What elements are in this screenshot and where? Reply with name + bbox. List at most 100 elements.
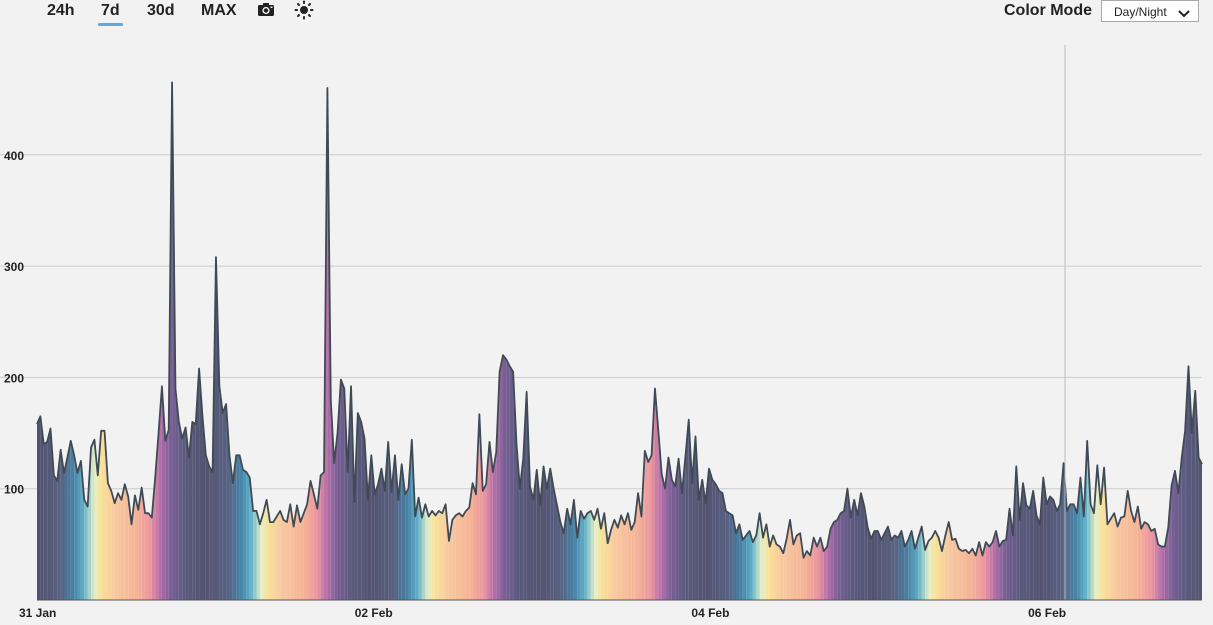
area-band — [178, 421, 183, 600]
area-band — [844, 488, 848, 600]
x-tick-label: 04 Feb — [691, 606, 729, 620]
area-band — [590, 510, 595, 600]
area-band — [654, 388, 659, 600]
area-band — [40, 416, 44, 600]
area-band — [334, 433, 338, 600]
area-band — [297, 505, 301, 600]
area-band — [604, 513, 608, 600]
area-band — [928, 537, 932, 600]
area-chart: 100 200 300 400 31 Jan 02 Feb 04 Feb 06 Feb — [0, 45, 1203, 620]
area-band — [550, 468, 554, 600]
area-band — [719, 490, 723, 600]
area-band — [627, 513, 632, 600]
area-band — [459, 513, 463, 600]
area-band — [337, 379, 341, 600]
area-band — [435, 510, 439, 600]
series-line — [36, 81, 1203, 559]
area-band — [749, 530, 753, 600]
chevron-down-icon — [1178, 6, 1190, 24]
area-band — [1093, 465, 1098, 600]
area-band — [1029, 490, 1034, 600]
camera-icon[interactable] — [256, 0, 278, 22]
active-range-indicator — [98, 23, 123, 26]
area-band — [273, 516, 277, 600]
area-band — [867, 527, 872, 600]
range-7d-button[interactable]: 7d — [98, 1, 123, 26]
area-band — [361, 421, 365, 600]
area-band — [219, 386, 223, 600]
area-band — [1107, 518, 1111, 600]
area-band — [918, 526, 922, 600]
area-band — [715, 484, 720, 600]
area-band — [813, 537, 818, 600]
area-band — [1161, 546, 1165, 600]
area-band — [671, 479, 676, 600]
area-band — [864, 506, 868, 600]
area-band — [503, 355, 507, 600]
area-band — [425, 504, 429, 600]
area-band — [546, 468, 551, 600]
area-band — [57, 449, 61, 600]
area-band — [222, 404, 227, 600]
area-band — [472, 483, 476, 600]
area-band — [823, 546, 828, 600]
area-band — [1174, 470, 1179, 600]
area-band — [340, 379, 345, 600]
area-band — [239, 455, 243, 600]
area-band — [1050, 496, 1054, 600]
area-band — [952, 538, 956, 600]
area-band — [452, 515, 456, 600]
area-band — [972, 548, 976, 600]
area-band — [1087, 440, 1091, 600]
color-mode-value: Day/Night — [1114, 5, 1167, 19]
area-band — [47, 428, 51, 600]
area-band — [242, 469, 247, 600]
color-mode-select[interactable]: Day/Night — [1101, 0, 1199, 22]
area-band — [74, 455, 78, 600]
area-band — [580, 510, 585, 600]
area-band — [850, 499, 855, 600]
area-band — [283, 519, 287, 600]
x-tick-label: 31 Jan — [19, 606, 56, 620]
area-band — [1066, 504, 1071, 600]
area-band — [165, 429, 169, 600]
sun-icon[interactable] — [293, 0, 315, 22]
area-band — [1117, 517, 1121, 600]
area-band — [462, 510, 466, 600]
area-band — [773, 535, 777, 600]
area-band — [313, 494, 318, 600]
area-band — [475, 414, 480, 600]
area-band — [783, 538, 787, 600]
area-band — [597, 508, 601, 600]
area-band — [779, 546, 784, 600]
area-band — [145, 513, 149, 600]
area-band — [94, 439, 98, 600]
area-band — [857, 493, 861, 600]
range-30d-button[interactable]: 30d — [147, 2, 175, 19]
area-band — [739, 524, 743, 600]
area-band — [138, 487, 142, 600]
range-24h-button[interactable]: 24h — [47, 2, 75, 19]
area-band — [1026, 505, 1030, 600]
area-band — [1039, 477, 1044, 600]
area-band — [641, 450, 645, 600]
range-max-button[interactable]: MAX — [201, 2, 237, 19]
area-band — [732, 515, 736, 600]
area-band — [199, 368, 203, 600]
x-axis: 31 Jan 02 Feb 04 Feb 06 Feb — [19, 606, 1066, 620]
area-band — [1073, 504, 1078, 600]
area-band — [320, 472, 325, 600]
area-band — [668, 457, 672, 600]
area-band — [64, 457, 68, 600]
area-band — [421, 504, 426, 600]
area-band — [742, 535, 747, 600]
area-band — [134, 495, 139, 600]
area-band — [438, 510, 443, 600]
area-band — [688, 419, 693, 600]
area-band — [860, 493, 865, 600]
area-band — [185, 427, 189, 600]
area-band — [1147, 524, 1152, 600]
area-band — [1056, 504, 1061, 600]
area-band — [124, 484, 129, 600]
y-tick-label: 100 — [4, 483, 24, 497]
